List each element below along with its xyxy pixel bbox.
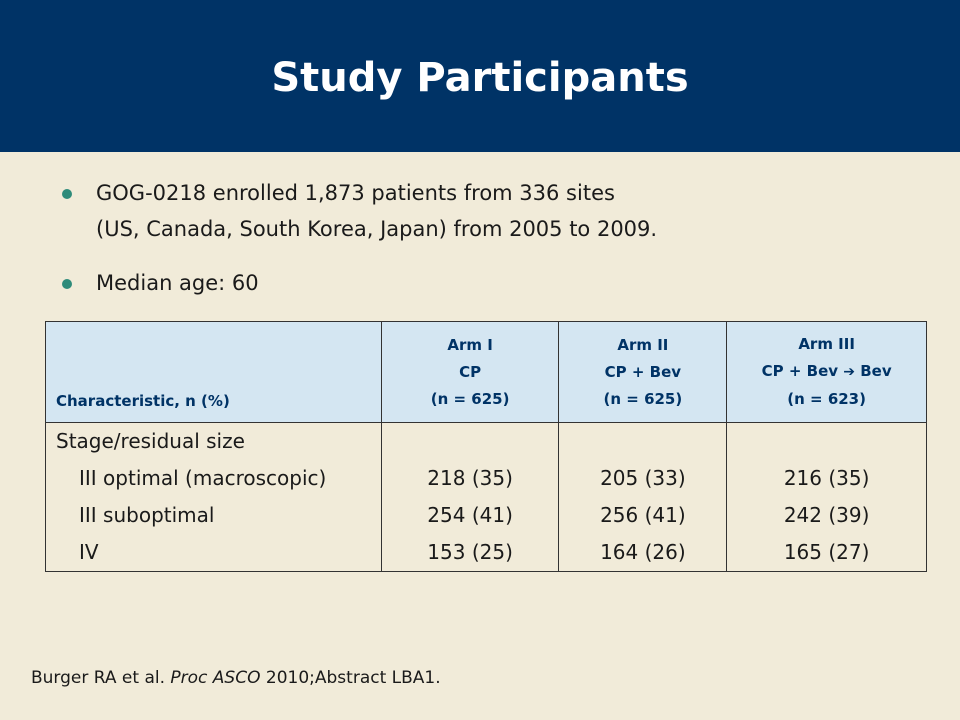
arm-name: Arm I (447, 335, 493, 354)
section-label: Stage/residual size (45, 422, 382, 460)
arm-name: Arm III (798, 335, 855, 353)
table-cell: 218 (35) (380, 460, 560, 497)
bullet-item-enrollment: GOG-0218 enrolled 1,873 patients from 33… (58, 175, 938, 247)
row-label: III optimal (macroscopic) (45, 460, 382, 497)
table-cell: 205 (33) (558, 460, 728, 497)
bullet-dot-icon (62, 279, 72, 289)
table-cell: 153 (25) (380, 534, 560, 572)
table-cell: 254 (41) (380, 497, 560, 534)
arm-treatment-part: CP + Bev (761, 362, 839, 380)
table-cell: 164 (26) (558, 534, 728, 572)
header-arm-3: Arm III CP + Bev ➔ Bev (n = 623) (726, 321, 927, 423)
arm-name: Arm II (617, 335, 669, 354)
table-cell (380, 422, 560, 460)
title-banner: Study Participants (0, 0, 960, 152)
table-cell: 256 (41) (558, 497, 728, 534)
citation-details: 2010;Abstract LBA1. (265, 668, 441, 688)
table-row: III suboptimal 254 (41) 256 (41) 242 (39… (45, 497, 927, 534)
header-arm-1: Arm I CP (n = 625) (380, 321, 560, 423)
header-arm-2: Arm II CP + Bev (n = 625) (558, 321, 728, 423)
citation: Burger RA et al. Proc ASCO 2010;Abstract… (31, 668, 441, 688)
participants-table: Characteristic, n (%) Arm I CP (n = 625)… (45, 321, 927, 572)
table-row: IV 153 (25) 164 (26) 165 (27) (45, 534, 927, 572)
arm-treatment-part: Bev (860, 362, 892, 380)
arm-treatment: CP + Bev (604, 362, 682, 381)
table-cell: 216 (35) (726, 460, 927, 497)
table-cell (558, 422, 728, 460)
arm-treatment: CP (459, 362, 482, 381)
slide-title: Study Participants (271, 55, 689, 101)
table-header-row: Characteristic, n (%) Arm I CP (n = 625)… (45, 321, 927, 423)
table-row-section: Stage/residual size (45, 422, 927, 460)
row-label: IV (45, 534, 382, 572)
arm-n: (n = 625) (603, 389, 683, 408)
bullet-text-line: GOG-0218 enrolled 1,873 patients from 33… (96, 181, 615, 205)
table-cell (726, 422, 927, 460)
citation-authors: Burger RA et al. (31, 668, 165, 688)
bullet-dot-icon (62, 189, 72, 199)
bullet-list: GOG-0218 enrolled 1,873 patients from 33… (58, 175, 938, 301)
arm-n: (n = 625) (430, 389, 510, 408)
arm-n: (n = 623) (787, 390, 866, 408)
bullet-text-line: Median age: 60 (96, 271, 259, 295)
arm-treatment: CP + Bev ➔ Bev (727, 358, 926, 386)
citation-journal: Proc ASCO (170, 668, 261, 688)
table-cell: 242 (39) (726, 497, 927, 534)
table-row: III optimal (macroscopic) 218 (35) 205 (… (45, 460, 927, 497)
row-label: III suboptimal (45, 497, 382, 534)
bullet-text-line: (US, Canada, South Korea, Japan) from 20… (96, 217, 658, 241)
table-cell: 165 (27) (726, 534, 927, 572)
header-characteristic: Characteristic, n (%) (45, 321, 382, 423)
bullet-item-median-age: Median age: 60 (58, 265, 938, 301)
arrow-right-icon: ➔ (843, 364, 855, 380)
